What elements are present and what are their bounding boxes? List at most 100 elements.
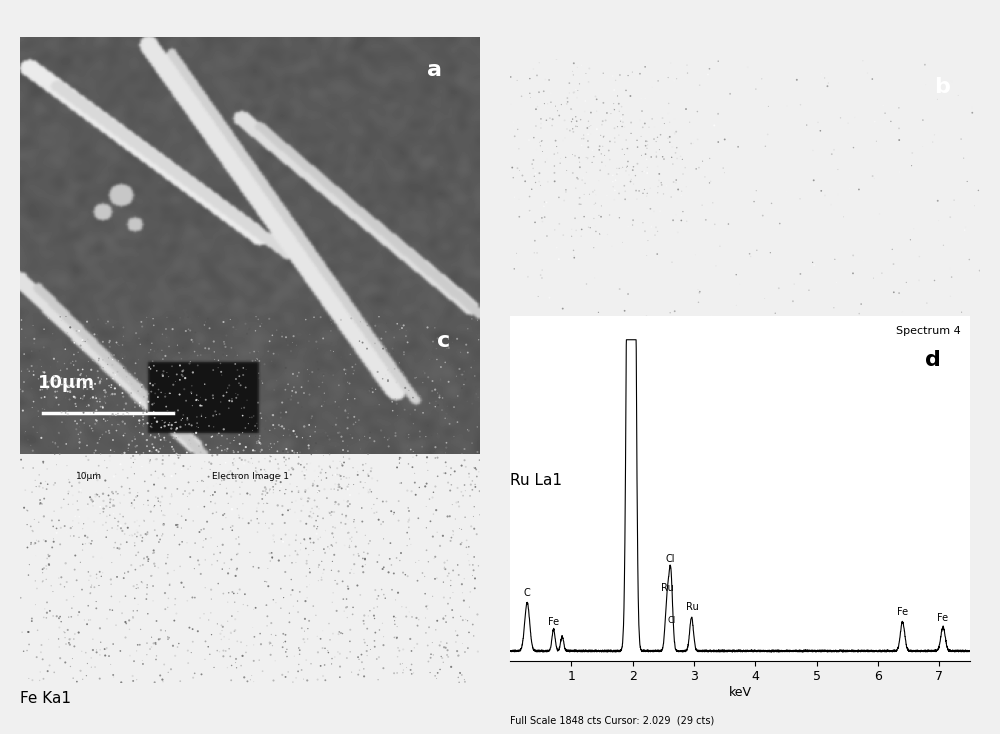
Point [204,430,220,442]
Point [378,326,394,338]
Point [443,580,459,592]
Text: d: d [925,350,941,371]
Point [466,551,482,563]
Point [440,570,456,582]
Point [509,162,525,174]
Point [19,519,35,531]
Point [57,657,73,669]
Point [60,408,76,420]
Point [599,190,615,202]
Point [692,286,708,297]
Point [247,355,263,366]
Point [140,555,156,567]
Point [232,482,248,493]
Point [449,645,465,657]
Point [127,368,143,379]
Point [67,550,83,562]
Point [274,396,290,408]
Point [432,390,448,401]
Point [126,468,142,479]
Point [970,184,986,196]
Point [226,625,242,637]
Point [236,445,252,457]
Point [445,529,461,541]
Point [563,103,579,115]
Point [125,670,141,682]
Point [276,637,292,649]
Point [871,208,887,220]
Point [128,446,144,458]
Point [273,480,289,492]
Point [311,485,327,497]
Point [284,496,300,508]
Point [95,488,111,500]
Point [70,609,86,621]
Point [375,662,391,674]
Point [577,95,593,107]
Point [202,463,218,475]
Point [246,655,262,666]
Point [263,438,279,450]
Point [355,459,371,470]
Point [513,369,529,381]
Point [259,599,275,611]
Point [300,495,316,507]
Point [88,526,104,537]
Point [32,384,48,396]
Point [114,525,130,537]
Point [587,272,603,284]
Point [88,468,104,479]
Point [440,477,456,489]
Point [308,445,324,457]
Point [409,449,425,461]
Point [132,400,148,412]
Point [460,425,476,437]
Point [172,360,188,371]
Point [325,469,341,481]
Point [46,382,62,393]
Point [386,631,402,643]
Point [317,675,333,686]
Point [617,194,633,206]
Point [424,385,440,397]
Point [230,606,246,617]
Point [139,435,155,446]
Point [41,440,57,452]
Point [344,432,360,444]
Point [89,360,105,371]
Point [254,493,270,505]
Point [293,537,309,549]
Point [628,185,644,197]
Point [309,501,325,512]
Point [455,587,471,599]
Point [306,516,322,528]
Point [40,549,56,561]
Point [401,429,417,440]
Point [441,342,457,354]
Point [272,484,288,496]
Point [380,364,396,376]
Point [295,673,311,685]
Point [305,600,321,612]
Point [411,482,427,493]
Point [393,319,409,331]
Point [181,487,197,499]
Point [164,488,180,500]
Point [932,360,948,371]
Point [252,430,268,442]
Point [23,520,39,532]
Point [340,495,356,506]
Point [287,545,303,557]
Point [614,101,630,112]
Point [147,432,163,443]
Point [760,128,776,140]
Point [813,68,829,80]
Point [249,502,265,514]
Point [278,335,294,346]
Point [369,593,385,605]
Point [263,485,279,497]
Point [363,501,379,513]
Point [291,642,307,654]
Point [338,510,354,522]
Point [61,486,77,498]
